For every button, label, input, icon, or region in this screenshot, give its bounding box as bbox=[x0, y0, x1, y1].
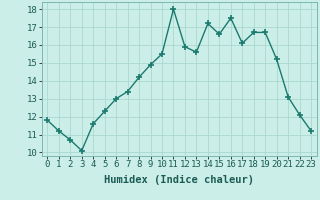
X-axis label: Humidex (Indice chaleur): Humidex (Indice chaleur) bbox=[104, 175, 254, 185]
